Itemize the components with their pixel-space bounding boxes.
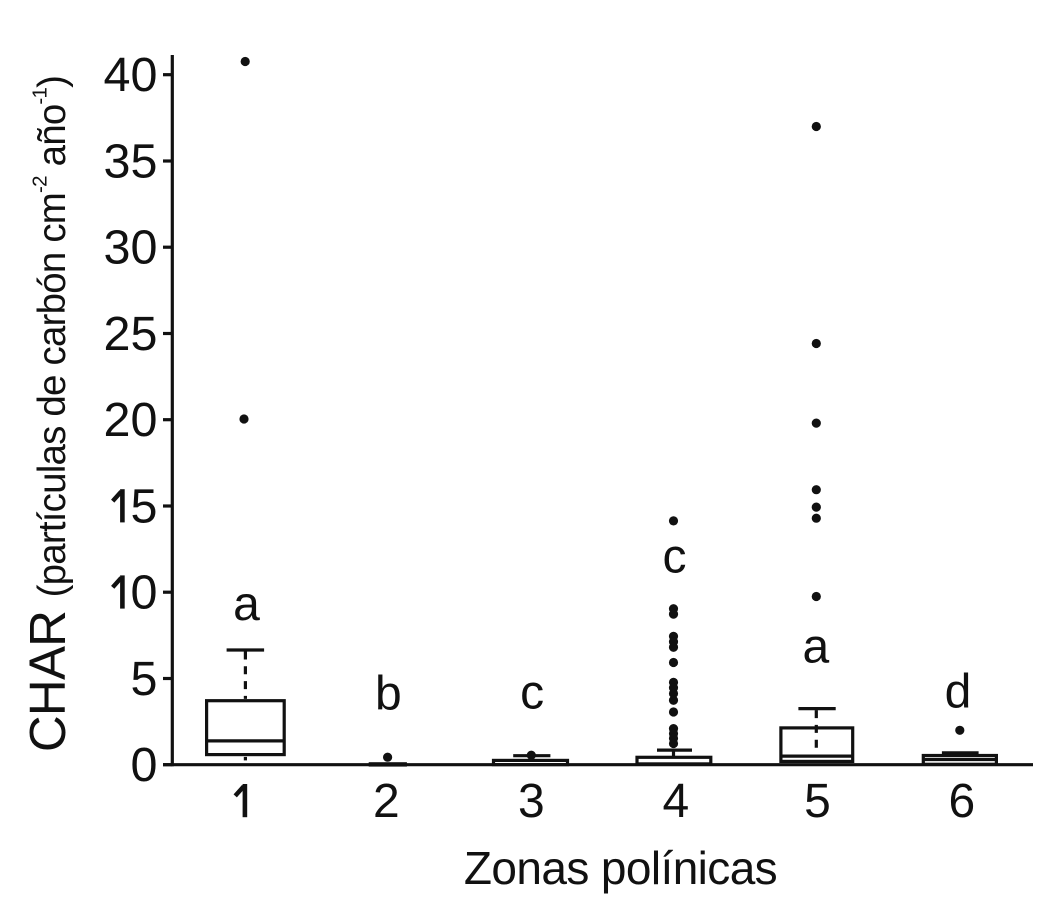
svg-text:a: a [803, 620, 830, 673]
svg-text:3: 3 [518, 775, 545, 828]
svg-text:6: 6 [949, 775, 976, 828]
svg-text:35: 35 [104, 134, 158, 188]
svg-text:20: 20 [104, 393, 158, 447]
svg-text:d: d [945, 665, 972, 718]
svg-text:40: 40 [104, 48, 158, 102]
svg-text:0: 0 [131, 738, 158, 792]
svg-text:25: 25 [104, 307, 158, 361]
svg-text:5: 5 [131, 479, 158, 533]
svg-text:5: 5 [131, 652, 158, 706]
svg-text:c: c [520, 667, 544, 720]
svg-text:c: c [663, 530, 687, 583]
svg-text:0: 0 [131, 566, 158, 620]
svg-text:a: a [233, 578, 260, 631]
svg-text:CHAR (partículas de carbón cm-: CHAR (partículas de carbón cm-2 año-1) [19, 76, 76, 752]
svg-text:30: 30 [104, 221, 158, 275]
svg-text:Zonas polínicas: Zonas polínicas [464, 842, 777, 894]
svg-text:2: 2 [373, 775, 400, 828]
svg-text:b: b [375, 667, 402, 720]
svg-text:5: 5 [804, 775, 831, 828]
svg-text:4: 4 [662, 775, 689, 828]
